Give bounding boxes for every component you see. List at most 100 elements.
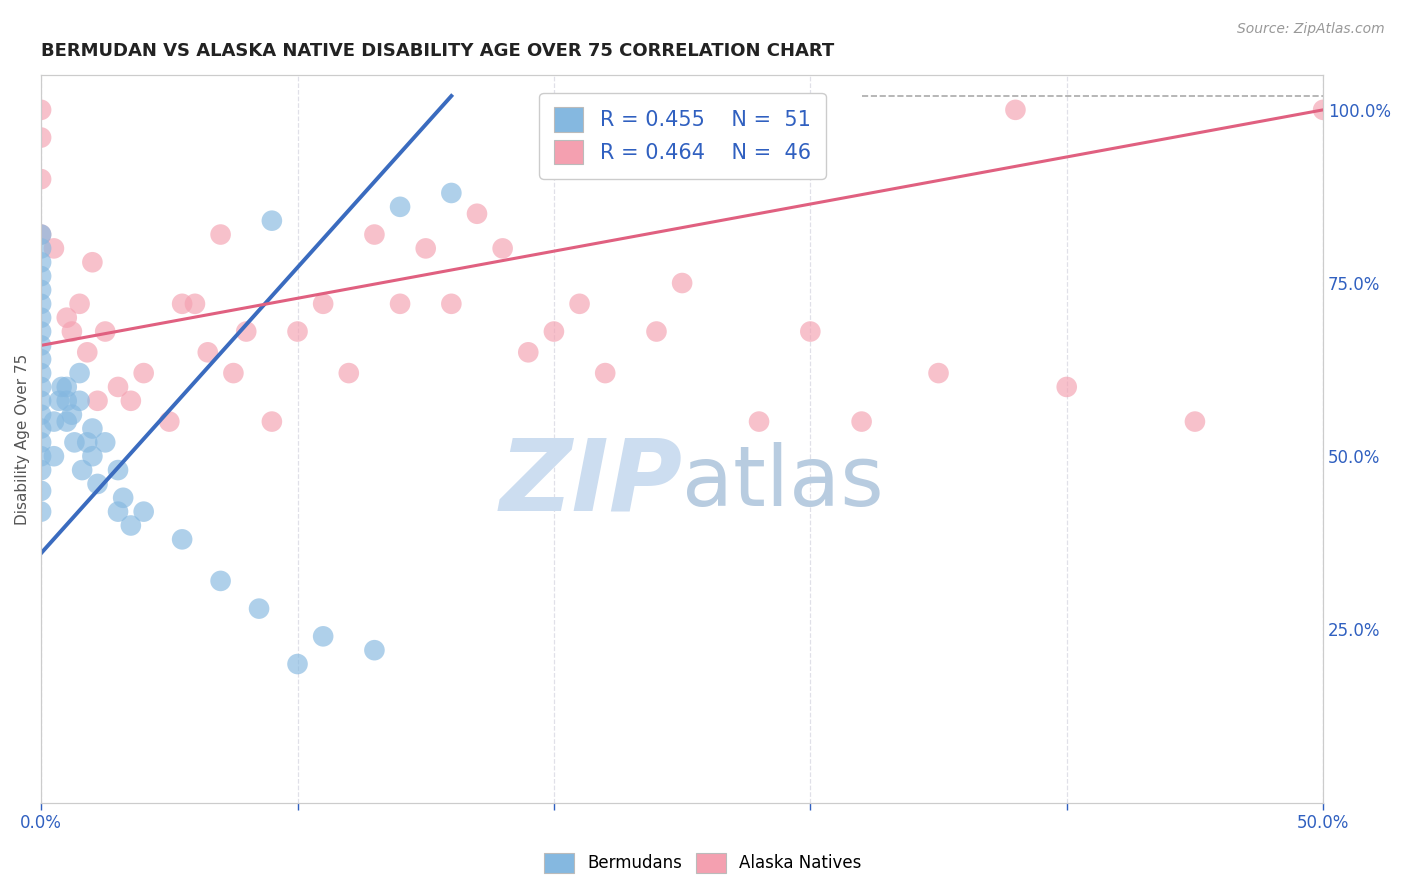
Point (30, 130, 52, 145)
Point (568, 297, 591, 311)
Y-axis label: Disability Age Over 75: Disability Age Over 75 (15, 353, 30, 524)
Point (172, 297, 194, 311)
Point (63, 435, 86, 450)
Point (30, 449, 52, 463)
Point (222, 366, 245, 380)
Point (30, 310, 52, 325)
Point (389, 297, 412, 311)
Point (465, 207, 488, 221)
Point (112, 491, 135, 505)
Point (55, 310, 77, 325)
Point (69, 393, 91, 408)
Point (120, 393, 142, 408)
Point (389, 200, 412, 214)
Point (184, 297, 207, 311)
Legend: R = 0.455    N =  51, R = 0.464    N =  46: R = 0.455 N = 51, R = 0.464 N = 46 (540, 93, 825, 178)
Point (415, 241, 437, 255)
Point (30, 103, 52, 117)
Point (517, 345, 540, 359)
Point (671, 276, 693, 290)
Point (1312, 103, 1334, 117)
Point (491, 241, 513, 255)
Point (55, 393, 77, 408)
Text: Source: ZipAtlas.com: Source: ZipAtlas.com (1237, 22, 1385, 37)
Point (209, 227, 232, 242)
Point (209, 574, 232, 588)
Point (312, 297, 335, 311)
Point (132, 366, 155, 380)
Point (30, 435, 52, 450)
Point (30, 463, 52, 477)
Point (132, 505, 155, 519)
Point (1004, 103, 1026, 117)
Point (94, 325, 117, 339)
Point (42, 449, 65, 463)
Point (30, 297, 52, 311)
Point (86, 393, 108, 408)
Point (30, 380, 52, 394)
Point (86, 477, 108, 491)
Point (799, 325, 821, 339)
Point (1184, 415, 1206, 429)
Point (363, 643, 385, 657)
Point (593, 366, 616, 380)
Point (440, 297, 463, 311)
Point (82, 449, 104, 463)
Point (30, 505, 52, 519)
Point (76, 435, 98, 450)
Point (51, 380, 73, 394)
Point (107, 505, 129, 519)
Point (30, 227, 52, 242)
Point (260, 415, 283, 429)
Point (30, 255, 52, 269)
Point (30, 366, 52, 380)
Point (748, 415, 770, 429)
Point (120, 518, 142, 533)
Point (235, 325, 257, 339)
Point (94, 435, 117, 450)
Point (69, 297, 91, 311)
Point (440, 186, 463, 200)
Point (60, 408, 83, 422)
Point (30, 393, 52, 408)
Point (287, 657, 309, 671)
Point (172, 533, 194, 547)
Point (287, 325, 309, 339)
Text: BERMUDAN VS ALASKA NATIVE DISABILITY AGE OVER 75 CORRELATION CHART: BERMUDAN VS ALASKA NATIVE DISABILITY AGE… (41, 42, 834, 60)
Point (312, 629, 335, 643)
Point (30, 352, 52, 367)
Point (928, 366, 950, 380)
Point (337, 366, 360, 380)
Point (157, 415, 180, 429)
Point (48, 393, 70, 408)
Point (42, 415, 65, 429)
Point (60, 325, 83, 339)
Legend: Bermudans, Alaska Natives: Bermudans, Alaska Natives (537, 847, 869, 880)
Point (30, 269, 52, 284)
Point (30, 241, 52, 255)
Point (55, 380, 77, 394)
Point (260, 213, 283, 227)
Text: atlas: atlas (682, 442, 884, 523)
Point (30, 227, 52, 242)
Point (55, 415, 77, 429)
Point (42, 241, 65, 255)
Point (247, 601, 270, 615)
Point (363, 227, 385, 242)
Point (69, 366, 91, 380)
Point (851, 415, 873, 429)
Point (30, 483, 52, 498)
Point (107, 380, 129, 394)
Point (645, 325, 668, 339)
Point (543, 325, 565, 339)
Point (107, 463, 129, 477)
Point (30, 283, 52, 297)
Point (70, 463, 93, 477)
Text: ZIP: ZIP (499, 434, 682, 531)
Point (82, 255, 104, 269)
Point (30, 421, 52, 435)
Point (76, 345, 98, 359)
Point (30, 325, 52, 339)
Point (1056, 380, 1078, 394)
Point (30, 408, 52, 422)
